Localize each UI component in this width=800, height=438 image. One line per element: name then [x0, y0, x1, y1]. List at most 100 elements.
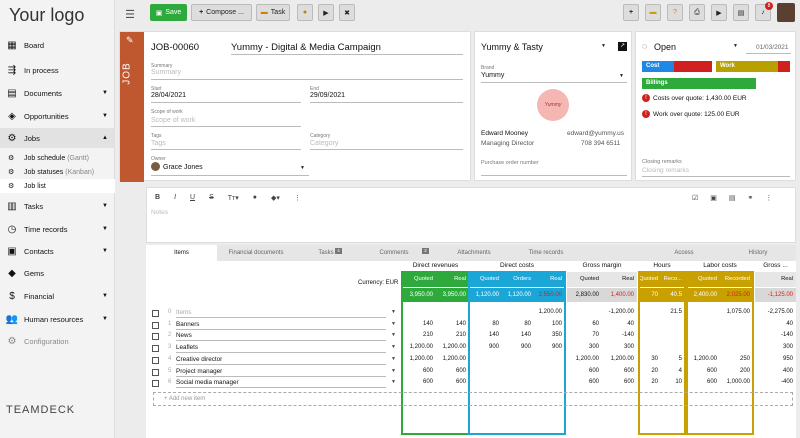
link-icon[interactable]: ⚭: [747, 195, 754, 202]
sidebar-item-gems[interactable]: ◆ Gems: [0, 263, 115, 283]
sidebar-item-documents[interactable]: ▤ Documents ▼: [7, 87, 108, 99]
status-select[interactable]: Open: [654, 42, 677, 52]
sidebar-item-time-records[interactable]: ◷ Time records ▼: [7, 223, 108, 235]
chevron-down-icon[interactable]: ▼: [733, 43, 738, 49]
status-date[interactable]: 01/03/2021: [756, 44, 789, 51]
bold-icon[interactable]: B: [155, 194, 161, 201]
column-header[interactable]: Orders: [502, 272, 534, 287]
tab-history[interactable]: History: [748, 250, 768, 256]
tab-comments[interactable]: Comments: [379, 250, 409, 256]
column-header[interactable]: Reco...: [661, 272, 685, 287]
tags-input[interactable]: Tags: [151, 140, 166, 147]
row-name[interactable]: Social media manager: [176, 379, 386, 389]
column-header[interactable]: Real: [534, 272, 565, 287]
sidebar-item-human-resources[interactable]: 👥 Human resources ▼: [5, 313, 108, 325]
compose-button[interactable]: + Compose ...: [191, 4, 252, 21]
row-name[interactable]: Creative director: [176, 356, 386, 365]
sidebar-item-jobs[interactable]: ⚙ Jobs ▲: [0, 128, 115, 148]
image-icon[interactable]: ▣: [710, 195, 717, 202]
underline-icon[interactable]: U: [190, 194, 196, 201]
end-date-input[interactable]: 29/09/2021: [310, 92, 346, 99]
row-name[interactable]: Items: [176, 309, 386, 318]
tools-icon[interactable]: ✖: [339, 4, 355, 21]
column-header[interactable]: Real: [755, 272, 796, 287]
sidebar-subitem-job-statuses[interactable]: ⚙ Job statuses (Kanban): [8, 168, 95, 177]
sidebar-item-tasks[interactable]: ▥ Tasks ▼: [7, 200, 108, 212]
column-header[interactable]: Quoted: [469, 272, 502, 287]
coin-icon[interactable]: ●: [297, 4, 313, 21]
chevron-down-icon[interactable]: ▼: [391, 355, 396, 362]
column-header[interactable]: Recorded: [720, 272, 753, 287]
video-icon[interactable]: ▶: [711, 4, 727, 21]
color-icon[interactable]: ●: [252, 194, 257, 201]
row-name[interactable]: News: [176, 332, 386, 342]
menu-icon[interactable]: ☰: [125, 9, 135, 21]
sidebar-item-opportunities[interactable]: ◈ Opportunities ▼: [0, 106, 115, 126]
owner-select[interactable]: Grace Jones: [163, 164, 203, 171]
sidebar-item-financial[interactable]: $ Financial ▼: [0, 286, 115, 306]
row-name[interactable]: Banners: [176, 321, 386, 330]
row-checkbox[interactable]: [152, 380, 159, 388]
row-checkbox[interactable]: [152, 368, 159, 376]
chevron-down-icon[interactable]: ▼: [391, 344, 396, 351]
add-item-button[interactable]: + Add new item: [153, 391, 793, 406]
category-select[interactable]: Category: [310, 140, 339, 147]
external-link-icon[interactable]: ↗: [618, 42, 627, 51]
tab-tasks[interactable]: Tasks: [318, 250, 334, 256]
sidebar-subitem-job-list[interactable]: ⚙ Job list: [0, 179, 115, 193]
sidebar-subitem-job-schedule[interactable]: ⚙ Job schedule (Gantt): [8, 154, 90, 163]
save-button[interactable]: ▣ Save: [150, 4, 187, 21]
sidebar-item-in-process[interactable]: ⇶ In process: [7, 64, 59, 76]
play-icon[interactable]: ▶: [318, 4, 334, 21]
tab-access[interactable]: Access: [674, 250, 694, 256]
row-checkbox[interactable]: [152, 356, 159, 364]
tab-items[interactable]: Items: [146, 245, 217, 261]
avatar[interactable]: [777, 3, 795, 22]
sidebar-item-board[interactable]: ▦ Board: [7, 39, 45, 51]
note-icon[interactable]: ▬: [645, 4, 661, 21]
add-icon[interactable]: +: [623, 4, 639, 21]
column-header[interactable]: Real: [602, 272, 637, 287]
check-icon[interactable]: ☑: [692, 195, 699, 202]
job-number[interactable]: JOB-00060: [151, 42, 200, 53]
brand-select[interactable]: Yummy: [481, 72, 505, 79]
closing-remarks-input[interactable]: Closing remarks: [642, 167, 689, 174]
row-checkbox[interactable]: [152, 321, 159, 329]
sidebar-item-contacts[interactable]: ▣ Contacts ▼: [7, 245, 108, 257]
contact-phone[interactable]: 708 394 6511: [581, 140, 621, 147]
row-name[interactable]: Project manager: [176, 368, 386, 377]
start-date-input[interactable]: 28/04/2021: [151, 92, 187, 99]
column-header[interactable]: Quoted: [567, 272, 602, 287]
job-title[interactable]: Yummy - Digital & Media Campaign: [231, 42, 381, 53]
chevron-down-icon[interactable]: ▼: [619, 73, 624, 79]
sidebar-item-configuration[interactable]: ⚙ Configuration: [7, 335, 69, 347]
summary-input[interactable]: Summary: [151, 69, 181, 76]
print-icon[interactable]: ⎙: [689, 4, 705, 21]
task-button[interactable]: ▬ Task: [256, 4, 290, 21]
chevron-down-icon[interactable]: ▼: [391, 309, 396, 315]
strikethrough-icon[interactable]: S: [209, 194, 214, 201]
tag-icon[interactable]: ◆▾: [270, 195, 280, 202]
row-checkbox[interactable]: [152, 333, 159, 341]
column-header[interactable]: Quoted: [402, 272, 436, 287]
chevron-down-icon[interactable]: ▼: [391, 320, 396, 327]
row-checkbox[interactable]: [152, 310, 159, 317]
chat-icon[interactable]: ▤: [733, 4, 749, 21]
contact-email[interactable]: edward@yummy.us: [567, 130, 625, 137]
column-header[interactable]: Real: [436, 272, 469, 287]
notes-input[interactable]: Notes: [151, 209, 168, 216]
tab-attachments[interactable]: Attachments: [457, 250, 491, 256]
chevron-down-icon[interactable]: ▼: [300, 165, 305, 171]
tab-financial-documents[interactable]: Financial documents: [228, 250, 284, 256]
text-size-icon[interactable]: Tт▾: [227, 195, 239, 202]
chevron-down-icon[interactable]: ▼: [601, 43, 606, 49]
column-header[interactable]: Quoted: [639, 272, 661, 287]
tab-time-records[interactable]: Time records: [528, 250, 564, 256]
client-name[interactable]: Yummy & Tasty: [481, 42, 543, 52]
row-checkbox[interactable]: [152, 345, 159, 353]
contact-name[interactable]: Edward Mooney: [481, 130, 528, 137]
chevron-down-icon[interactable]: ▼: [391, 379, 396, 386]
scope-input[interactable]: Scope of work: [151, 117, 196, 124]
italic-icon[interactable]: I: [174, 194, 177, 201]
chevron-down-icon[interactable]: ▼: [391, 367, 396, 374]
